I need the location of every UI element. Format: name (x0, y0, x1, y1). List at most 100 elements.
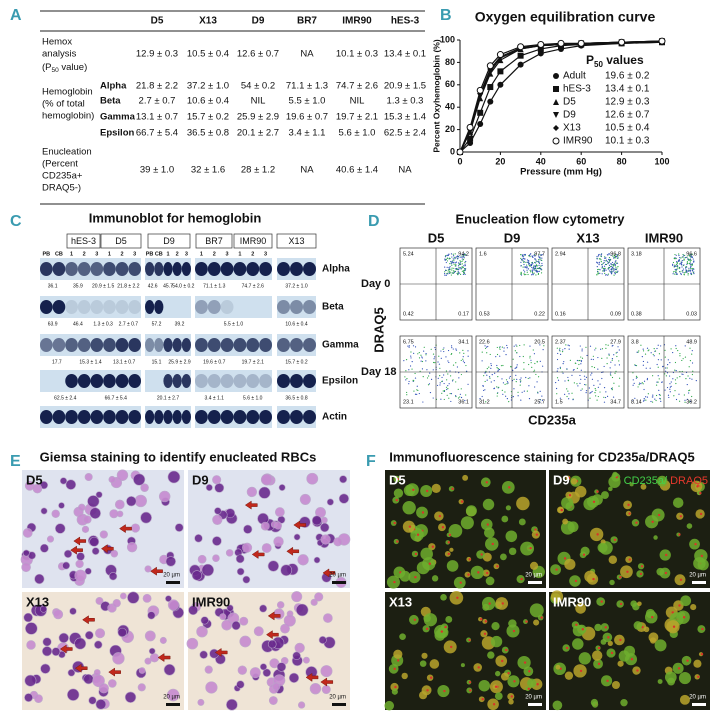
cell (95, 628, 106, 639)
event-dot (533, 265, 535, 267)
event-dot (610, 273, 613, 275)
group-box (276, 233, 317, 249)
nucleus (421, 511, 425, 514)
event-dot (604, 267, 606, 270)
panel-letter: B (440, 7, 452, 24)
event-dot (691, 253, 693, 255)
event-dot (565, 344, 567, 346)
event-dot (538, 270, 540, 272)
cell (87, 495, 100, 508)
nucleus (574, 579, 578, 583)
arrow (82, 615, 95, 625)
event-dot (524, 271, 526, 273)
cell (313, 556, 321, 564)
stain-red: DRAQ5 (670, 475, 708, 487)
nucleus (651, 615, 654, 619)
row-name: Epsilon (100, 128, 135, 139)
nucleus (508, 486, 511, 489)
cell (242, 575, 251, 584)
cell (262, 668, 272, 677)
event-dot (588, 387, 590, 389)
blot-band (181, 410, 191, 424)
cell (529, 603, 544, 618)
event-dot (681, 264, 683, 266)
cell (140, 483, 149, 492)
cell (23, 612, 33, 623)
event-dot (641, 382, 643, 384)
blot-band (233, 262, 247, 276)
event-dot (645, 396, 647, 398)
cell (323, 613, 333, 623)
lane-label: PB (146, 251, 154, 257)
event-dot (459, 267, 461, 269)
event-dot (584, 378, 586, 381)
event-dot (687, 375, 689, 377)
event-dot (457, 274, 459, 276)
arrow (266, 630, 279, 640)
cell: 3.4 ± 1.1 (289, 128, 326, 139)
event-dot (528, 262, 530, 265)
event-dot (502, 364, 504, 367)
event-dot (538, 253, 540, 256)
event-dot (428, 375, 430, 377)
nucleus (679, 515, 683, 518)
cell (423, 613, 438, 627)
event-dot (444, 271, 446, 273)
cell (226, 604, 234, 612)
event-dot (496, 386, 498, 388)
event-dot (449, 270, 451, 272)
event-dot (463, 269, 466, 272)
blot-band (172, 410, 182, 424)
cell (431, 575, 439, 582)
blot-band (40, 338, 53, 352)
lane-label: 2 (176, 251, 179, 257)
column-label: IMR90 (645, 230, 683, 245)
event-dot (458, 372, 460, 374)
event-dot (534, 266, 536, 268)
event-dot (600, 260, 602, 263)
event-dot (450, 261, 452, 263)
lane-label: 2 (213, 251, 216, 257)
cell (214, 507, 222, 515)
event-dot (441, 392, 443, 394)
data-point (487, 84, 494, 91)
panel-letter: A (10, 7, 22, 24)
quantification: 62.5 ± 2.4 (54, 395, 76, 401)
event-dot (486, 352, 488, 354)
nucleus (568, 493, 572, 497)
cell (601, 491, 609, 500)
legend-label: D9 (563, 110, 576, 121)
event-dot (611, 387, 613, 389)
cell (333, 537, 343, 547)
event-dot (536, 265, 538, 267)
cell: 20.9 ± 1.5 (384, 81, 426, 92)
row-label: Beta (322, 302, 344, 313)
event-dot (682, 373, 684, 376)
cell (212, 475, 222, 485)
event-dot (572, 369, 575, 371)
nucleus (699, 512, 703, 516)
blot-band (52, 338, 66, 352)
event-dot (610, 361, 612, 363)
event-dot (601, 273, 603, 275)
event-dot (444, 258, 446, 260)
scale-label: 20 µm (329, 573, 346, 579)
event-dot (693, 268, 695, 270)
cell (402, 501, 416, 515)
event-dot (614, 273, 617, 275)
cell: 19.7 ± 2.1 (336, 112, 378, 123)
event-dot (568, 348, 570, 350)
event-dot (612, 267, 614, 269)
quantification: 3.4 ± 1.1 (205, 395, 225, 401)
cell (41, 646, 53, 657)
cell (291, 591, 303, 603)
event-dot (685, 269, 687, 271)
event-dot (520, 254, 522, 256)
event-dot (456, 268, 458, 271)
cell (46, 535, 55, 543)
lane-label: PB (42, 251, 50, 257)
scale-label: 20 µm (689, 573, 706, 579)
scale-bar (692, 703, 706, 706)
blot-band (277, 262, 290, 276)
event-dot (643, 388, 645, 391)
